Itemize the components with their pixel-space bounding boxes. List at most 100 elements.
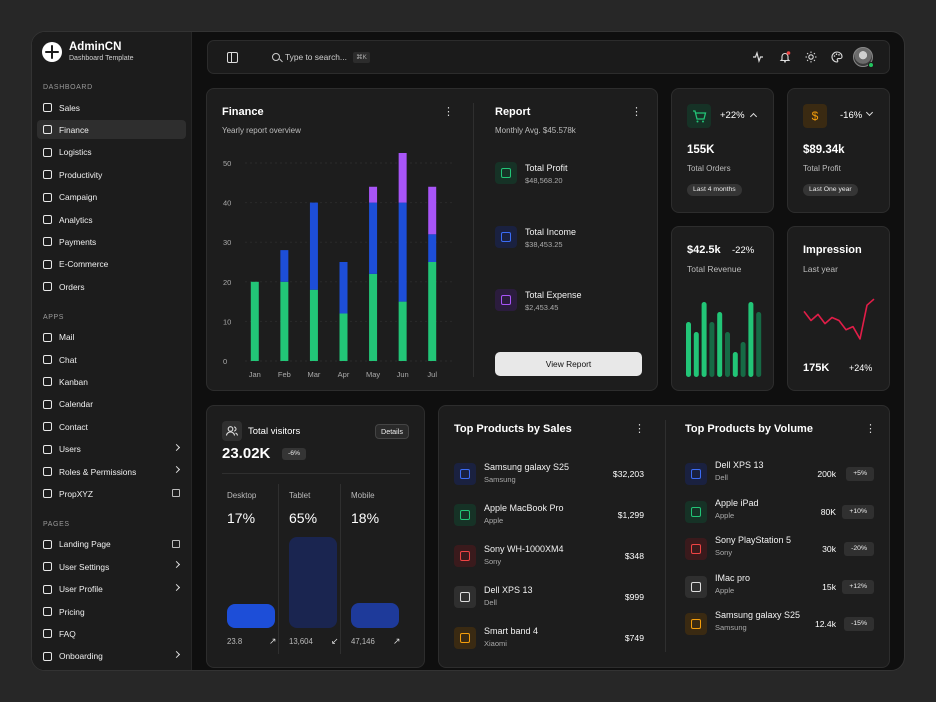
profit-change: -16%	[840, 110, 863, 121]
bar-jan-series-1	[250, 281, 259, 361]
users-icon	[43, 444, 52, 454]
details-button[interactable]: Details	[375, 424, 409, 439]
orders-change: +22%	[720, 110, 745, 121]
sidebar-item-campaign[interactable]: Campaign	[37, 188, 186, 207]
product-row[interactable]: Apple MacBook Pro Apple	[484, 503, 564, 525]
sidebar-item-label: Productivity	[59, 169, 103, 180]
top-products-card: Top Products by Sales Samsung galaxy S25…	[438, 405, 890, 668]
sidebar-item-analytics[interactable]: Analytics	[37, 210, 186, 229]
chevron-down-icon[interactable]	[865, 108, 874, 117]
sidebar-item-pricing[interactable]: Pricing	[37, 602, 186, 621]
sidebar-item-label: Roles & Permissions	[59, 466, 137, 477]
product-row[interactable]: Samsung galaxy S25 Samsung	[715, 610, 807, 632]
sidebar-item-user-settings[interactable]: User Settings	[37, 557, 186, 576]
credit-card-icon	[501, 295, 511, 305]
product-row[interactable]: Smart band 4 Xiaomi	[484, 626, 538, 648]
x-tick-label: Jun	[397, 370, 409, 379]
revenue-bar	[717, 312, 723, 377]
product-volume-change: +10%	[842, 504, 874, 519]
sidebar-item-sales[interactable]: Sales	[37, 98, 186, 117]
impression-subtitle: Last year	[803, 264, 838, 274]
product-brand: Apple	[715, 585, 735, 595]
activity-icon[interactable]	[752, 51, 764, 63]
bar-mar-series-1	[309, 289, 318, 361]
sidebar-item-calendar[interactable]: Calendar	[37, 395, 186, 414]
divider	[340, 484, 341, 654]
products-sales-menu-icon[interactable]	[634, 422, 645, 435]
sidebar-item-onboarding[interactable]: Onboarding	[37, 647, 186, 666]
sidebar-item-productivity[interactable]: Productivity	[37, 165, 186, 184]
revenue-label: Total Revenue	[687, 264, 742, 274]
chevron-up-icon[interactable]	[749, 112, 758, 121]
revenue-bar	[725, 332, 730, 377]
users-icon-box	[222, 421, 242, 441]
sidebar-item-landing-page[interactable]: Landing Page	[37, 535, 186, 554]
product-icon-box	[685, 500, 707, 523]
product-icon-box	[685, 575, 707, 598]
finance-subtitle: Yearly report overview	[222, 126, 301, 135]
sidebar-item-orders[interactable]: Orders	[37, 277, 186, 296]
dollar-icon	[501, 168, 511, 178]
sun-icon[interactable]	[805, 51, 817, 63]
brand-subtitle: Dashboard Template	[69, 55, 134, 62]
product-volume-change-wrap: -20%	[841, 542, 874, 556]
visitors-title: Total visitors	[248, 426, 301, 437]
product-row[interactable]: IMac pro Apple	[715, 573, 807, 595]
report-row-label: Total Profit	[525, 163, 568, 173]
revenue-card: $42.5k -22% Total Revenue	[671, 226, 774, 391]
sidebar-item-faq[interactable]: FAQ	[37, 624, 186, 643]
product-brand: Sony	[715, 548, 733, 557]
product-row[interactable]: Sony PlayStation 5 Sony	[715, 535, 807, 557]
sidebar-item-mail[interactable]: Mail	[37, 328, 186, 347]
visitor-device-bar	[227, 604, 275, 628]
product-row[interactable]: Sony WH-1000XM4 Sony	[484, 544, 564, 566]
sidebar-item-payments[interactable]: Payments	[37, 232, 186, 251]
sidebar-item-label: Sales	[59, 102, 80, 113]
search-shortcut: ⌘K	[353, 52, 370, 63]
visitor-device-count: 23.8	[227, 637, 243, 646]
cart-icon-box	[687, 104, 711, 128]
x-tick-label: Mar	[307, 370, 320, 379]
sidebar-item-roles-permissions[interactable]: Roles & Permissions	[37, 462, 186, 481]
users-icon	[225, 426, 239, 436]
revenue-bar	[732, 352, 738, 377]
bar-may-series-3	[369, 186, 378, 203]
sidebar-item-user-profile[interactable]: User Profile	[37, 580, 186, 599]
product-row[interactable]: Dell XPS 13 Dell	[484, 585, 533, 607]
sidebar-item-users[interactable]: Users	[37, 440, 186, 459]
finance-menu-icon[interactable]	[443, 105, 454, 118]
product-volume-change: +12%	[842, 579, 874, 594]
sidebar-item-kanban[interactable]: Kanban	[37, 372, 186, 391]
sidebar-item-finance[interactable]: Finance	[37, 120, 186, 140]
sidebar-item-chat[interactable]: Chat	[37, 350, 186, 369]
megaphone-icon	[43, 192, 52, 202]
report-row-icon-box	[495, 162, 517, 184]
sidebar-item-e-commerce[interactable]: E-Commerce	[37, 255, 186, 274]
bell-icon[interactable]	[779, 51, 791, 63]
orders-value: 155K	[687, 144, 715, 156]
watch-icon	[460, 633, 470, 643]
product-row[interactable]: Apple iPad Apple	[715, 498, 807, 520]
external-link-icon	[172, 539, 180, 548]
divider	[473, 103, 474, 377]
search-input[interactable]	[285, 50, 357, 64]
sidebar-item-label: Logistics	[59, 147, 92, 158]
product-row[interactable]: Samsung galaxy S25 Samsung	[484, 462, 569, 484]
sidebar-item-logistics[interactable]: Logistics	[37, 143, 186, 162]
product-brand: Samsung	[715, 623, 747, 632]
sidebar-item-contact[interactable]: Contact	[37, 417, 186, 436]
sidebar-toggle-icon[interactable]	[227, 52, 238, 63]
brand[interactable]: AdminCN Dashboard Template	[42, 41, 133, 62]
visitor-device-bar	[351, 602, 399, 628]
report-row-value: $48,568.20	[525, 176, 563, 185]
view-report-button[interactable]: View Report	[495, 352, 642, 376]
y-tick-label: 50	[223, 159, 231, 168]
palette-icon[interactable]	[831, 51, 843, 63]
product-row[interactable]: Dell XPS 13 Dell	[715, 460, 807, 482]
sidebar-item-propxyz[interactable]: PropXYZ	[37, 484, 186, 503]
products-volume-menu-icon[interactable]	[865, 422, 876, 435]
flag-icon	[43, 651, 52, 661]
finance-title: Finance	[222, 106, 264, 118]
report-menu-icon[interactable]	[631, 105, 642, 118]
report-row-icon-box	[495, 225, 517, 248]
